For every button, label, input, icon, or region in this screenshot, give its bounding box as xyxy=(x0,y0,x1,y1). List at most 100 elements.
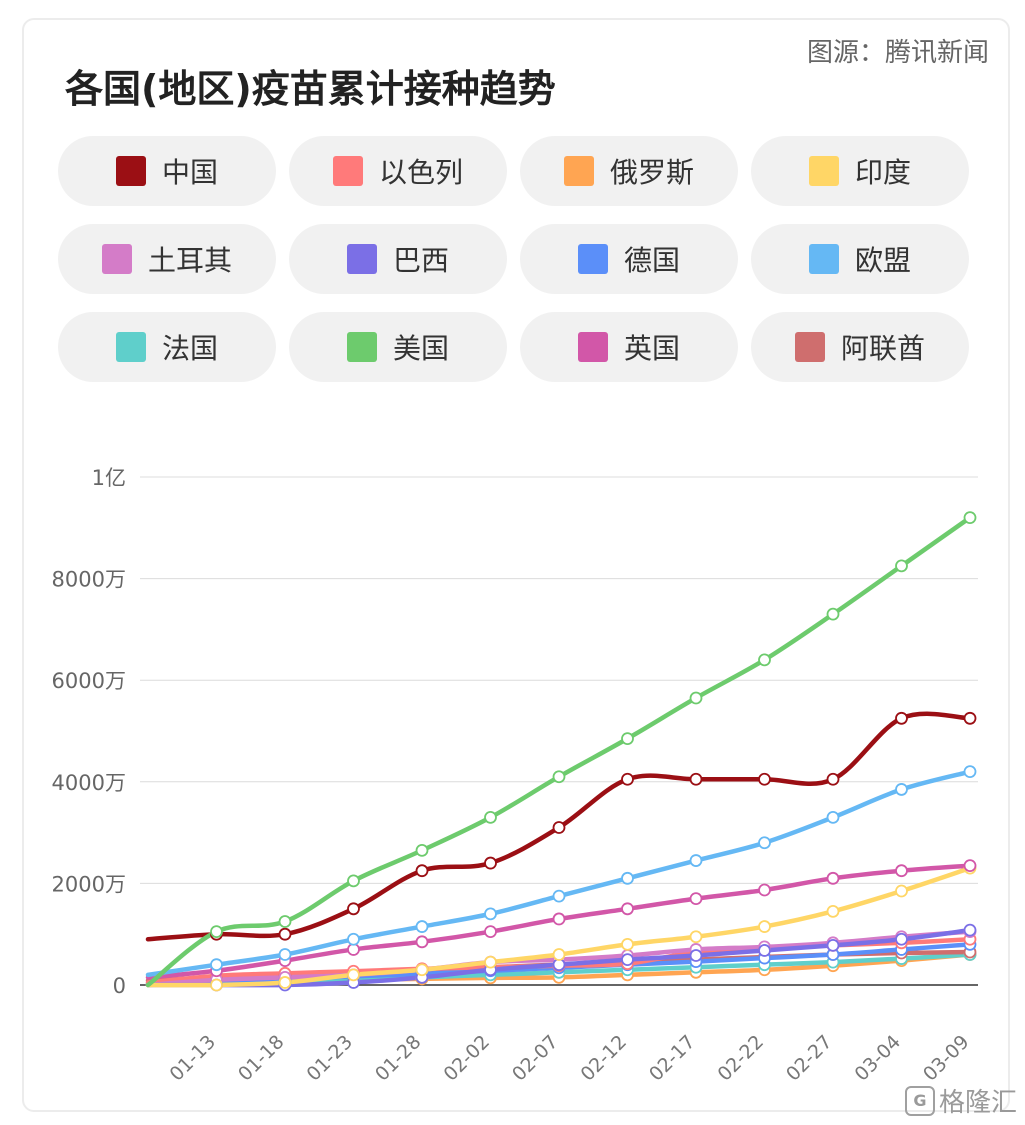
x-tick-label: 02-17 xyxy=(645,1031,700,1086)
data-point xyxy=(278,915,292,928)
legend-item[interactable]: 德国 xyxy=(520,224,738,294)
data-point xyxy=(963,711,977,725)
legend-item[interactable]: 法国 xyxy=(58,312,276,382)
y-tick-label: 1亿 xyxy=(92,466,126,490)
data-point xyxy=(826,938,840,952)
data-point xyxy=(552,770,566,784)
legend-item[interactable]: 欧盟 xyxy=(751,224,969,294)
data-point xyxy=(689,691,703,705)
legend-item[interactable]: 中国 xyxy=(58,136,276,206)
y-tick-label: 2000万 xyxy=(52,872,126,896)
data-point xyxy=(963,765,977,779)
legend-swatch xyxy=(346,332,377,362)
legend-label: 印度 xyxy=(854,156,911,189)
legend-label: 法国 xyxy=(161,332,218,365)
data-point xyxy=(621,953,634,966)
data-point xyxy=(758,944,771,957)
watermark: G 格隆汇 xyxy=(904,1082,1017,1119)
legend-swatch xyxy=(101,244,132,274)
data-point xyxy=(895,711,908,725)
data-point xyxy=(347,874,360,888)
data-point xyxy=(826,904,840,918)
legend-item[interactable]: 俄罗斯 xyxy=(520,136,738,206)
legend-item[interactable]: 巴西 xyxy=(289,224,507,294)
x-tick-label: 01-18 xyxy=(234,1031,289,1086)
x-tick-label: 02-22 xyxy=(713,1031,768,1086)
legend-item[interactable]: 土耳其 xyxy=(58,224,276,294)
data-point xyxy=(415,864,429,878)
data-point xyxy=(278,948,292,961)
x-tick-label: 02-27 xyxy=(782,1031,837,1086)
data-point xyxy=(895,932,908,946)
data-point xyxy=(484,955,497,969)
data-point xyxy=(963,859,977,873)
data-point xyxy=(210,978,223,992)
data-point xyxy=(210,958,223,972)
legend-swatch xyxy=(577,332,608,362)
legend-swatch xyxy=(577,244,608,274)
data-point xyxy=(758,920,771,933)
data-point xyxy=(347,932,360,946)
data-point xyxy=(552,821,566,834)
legend-label: 以色列 xyxy=(378,156,463,189)
legend-item[interactable]: 美国 xyxy=(289,312,507,382)
y-tick-label: 4000万 xyxy=(52,771,126,795)
data-point xyxy=(347,968,360,982)
legend-label: 英国 xyxy=(623,332,680,365)
legend-item[interactable]: 英国 xyxy=(520,312,738,382)
legend-label: 欧盟 xyxy=(854,244,911,277)
legend-swatch xyxy=(808,244,839,274)
x-tick-label: 01-28 xyxy=(371,1031,426,1086)
legend: 中国 以色列 俄罗斯 印度土耳其 巴西 德国 欧盟法国 美国 英国 阿联酋 xyxy=(58,136,973,382)
legend-swatch xyxy=(808,156,839,186)
legend-label: 阿联酋 xyxy=(840,332,925,365)
data-point xyxy=(621,772,634,786)
legend-swatch xyxy=(346,244,377,274)
data-point xyxy=(347,902,360,916)
legend-label: 俄罗斯 xyxy=(609,156,694,189)
data-point xyxy=(758,772,771,786)
legend-label: 德国 xyxy=(623,244,680,277)
x-tick-label: 03-09 xyxy=(919,1031,974,1086)
line-chart: 0 2000万 4000万 6000万 8000万 1亿 01-13 01-18 01-23 01… xyxy=(52,466,978,1086)
legend-label: 中国 xyxy=(161,156,218,189)
data-point xyxy=(895,783,908,796)
data-point xyxy=(621,732,634,746)
x-tick-label: 03-04 xyxy=(850,1031,905,1086)
y-tick-label: 8000万 xyxy=(52,568,126,592)
data-point xyxy=(963,511,977,525)
data-point xyxy=(484,856,497,870)
data-point xyxy=(963,923,977,937)
legend-label: 美国 xyxy=(392,332,449,365)
data-point xyxy=(484,925,497,939)
data-point xyxy=(278,976,292,989)
data-point xyxy=(826,772,840,786)
data-point xyxy=(415,920,429,933)
data-point xyxy=(415,963,429,977)
x-tick-label: 01-13 xyxy=(165,1031,220,1086)
data-point xyxy=(278,927,292,941)
data-point xyxy=(895,864,908,878)
data-point xyxy=(484,907,497,921)
data-point xyxy=(689,949,703,962)
legend-label: 土耳其 xyxy=(147,244,232,277)
data-point xyxy=(758,883,771,897)
legend-swatch xyxy=(332,156,363,186)
x-tick-label: 02-02 xyxy=(439,1031,494,1086)
legend-item[interactable]: 以色列 xyxy=(289,136,507,206)
data-point xyxy=(210,925,223,939)
y-tick-label: 6000万 xyxy=(52,669,126,693)
x-tick-label: 01-23 xyxy=(302,1031,357,1086)
data-point xyxy=(552,889,566,903)
legend-swatch xyxy=(115,332,146,362)
watermark-text: 格隆汇 xyxy=(938,1088,1017,1118)
data-point xyxy=(826,607,840,621)
data-point xyxy=(621,937,634,951)
data-point xyxy=(758,653,771,667)
data-point xyxy=(415,843,429,857)
chart-title: 各国(地区)疫苗累计接种趋势 xyxy=(65,67,556,111)
legend-item[interactable]: 阿联酋 xyxy=(751,312,969,382)
legend-item[interactable]: 印度 xyxy=(751,136,969,206)
data-point xyxy=(689,772,703,786)
data-point xyxy=(484,810,497,824)
